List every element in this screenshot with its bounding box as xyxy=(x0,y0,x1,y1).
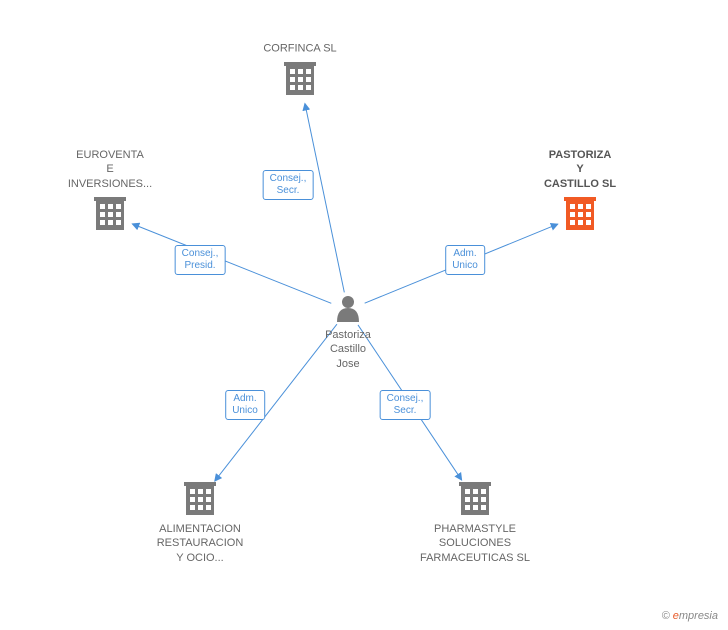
edge-label-pastoriza-castillo: Adm. Unico xyxy=(445,245,485,275)
copyright: © empresia xyxy=(662,610,718,622)
edge-label-corfinca: Consej., Secr. xyxy=(263,170,314,200)
node-label-pastoriza-castillo: PASTORIZA Y CASTILLO SL xyxy=(544,148,616,191)
node-label-corfinca: CORFINCA SL xyxy=(263,42,336,56)
edge-euroventa xyxy=(132,224,331,303)
edge-label-pharmastyle: Consej., Secr. xyxy=(380,390,431,420)
brand-rest: mpresia xyxy=(679,610,718,622)
building-icon-pharmastyle xyxy=(459,482,491,515)
edge-label-euroventa: Consej., Presid. xyxy=(175,245,226,275)
building-icon-pastoriza-castillo xyxy=(564,197,596,230)
building-icon-corfinca xyxy=(284,62,316,95)
copyright-symbol: © xyxy=(662,610,670,622)
svg-layer xyxy=(0,0,728,630)
network-diagram: Consej., Secr. Adm. Unico Consej., Secr. Ad… xyxy=(0,0,728,630)
node-label-pharmastyle: PHARMASTYLE SOLUCIONES FARMACEUTICAS SL xyxy=(420,522,530,565)
node-label-alimentacion: ALIMENTACION RESTAURACION Y OCIO... xyxy=(157,522,244,565)
node-label-euroventa: EUROVENTA E INVERSIONES... xyxy=(68,148,152,191)
edge-label-alimentacion: Adm. Unico xyxy=(225,390,265,420)
building-icon-alimentacion xyxy=(184,482,216,515)
person-icon xyxy=(337,296,359,322)
building-icon-euroventa xyxy=(94,197,126,230)
center-label: Pastoriza Castillo Jose xyxy=(325,328,371,371)
